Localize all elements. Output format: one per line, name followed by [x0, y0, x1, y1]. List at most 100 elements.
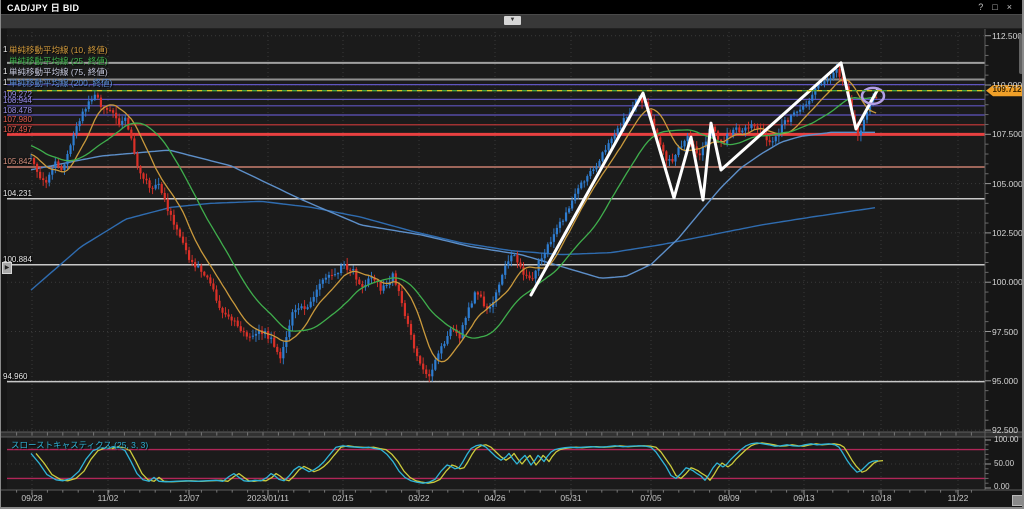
candle-body [792, 112, 796, 116]
candle-body [282, 346, 285, 359]
candle-body [273, 337, 276, 347]
candle-body [443, 343, 446, 347]
candle-body [856, 122, 859, 136]
toolbar-collapse-button[interactable]: ▼ [504, 16, 521, 25]
candle-body [592, 169, 595, 172]
candle-body [701, 146, 704, 156]
candle-body [87, 101, 90, 110]
candle-body [482, 296, 486, 307]
close-icon[interactable]: × [1006, 2, 1012, 12]
candle-body [212, 283, 215, 290]
candle-body [750, 124, 753, 129]
candle-body [136, 153, 139, 167]
candle-body [330, 274, 334, 276]
candle-body [586, 176, 589, 182]
ellipse-annotation [860, 86, 886, 106]
candle-body [473, 292, 476, 304]
candle-body [865, 111, 869, 120]
candle-body [580, 182, 583, 189]
candle-body [312, 296, 315, 302]
candle-body [318, 283, 321, 290]
candle-body [698, 153, 701, 156]
candle-body [719, 139, 723, 142]
candle-body [528, 275, 531, 279]
ma200-line [30, 200, 876, 291]
candle-body [640, 98, 644, 103]
candle-body [346, 263, 349, 270]
candle-body [668, 158, 671, 161]
candle-body [361, 284, 364, 288]
candle-body [564, 212, 568, 221]
candle-body [589, 171, 592, 177]
candle-body [81, 111, 84, 122]
candle-body [142, 173, 145, 179]
candle-body [826, 80, 829, 82]
help-icon[interactable]: ? [978, 2, 984, 12]
candle-body [251, 335, 255, 337]
candle-body [339, 265, 343, 274]
candle-body [501, 274, 504, 285]
candle-body [175, 224, 179, 230]
candle-body [133, 138, 136, 154]
candle-body [677, 147, 680, 155]
candle-body [735, 127, 738, 130]
stochastic-indicator-label: スローストキャスティクス (25, 3, 3) [11, 440, 149, 450]
candle-body [209, 277, 212, 284]
candle-body [485, 306, 489, 309]
candle-body [686, 136, 689, 141]
candle-body [45, 180, 48, 183]
candle-body [306, 307, 309, 309]
candle-body [765, 135, 768, 141]
candle-body [145, 178, 148, 181]
candle-body [239, 326, 242, 332]
candle-body [814, 88, 817, 95]
current-price-badge-shape [986, 85, 1022, 97]
trend-line [529, 61, 880, 297]
candle-body [163, 192, 166, 200]
candle-body [367, 278, 370, 286]
candle-body [288, 325, 291, 338]
candle-body [571, 200, 574, 209]
candle-body [476, 292, 479, 295]
candle-body [285, 337, 288, 347]
candle-body [32, 158, 36, 164]
candle-body [567, 208, 571, 213]
candle-body [157, 184, 160, 186]
candle-body [537, 260, 540, 271]
candle-body [321, 279, 324, 284]
candle-body [820, 83, 823, 86]
left-edge-marker-button[interactable]: ▶ [2, 262, 12, 274]
candle-body [799, 109, 802, 112]
candle-body [607, 143, 610, 150]
candle-body [835, 69, 838, 73]
candle-body [704, 141, 707, 147]
candle-body [400, 291, 403, 304]
candle-body [60, 166, 63, 170]
title-bar[interactable]: CAD/JPY 日 BID ? □ × [1, 0, 1022, 14]
candle-body [428, 374, 431, 377]
candle-body [683, 140, 686, 147]
candle-body [236, 320, 239, 327]
candle-body [753, 124, 756, 127]
candle-body [248, 336, 251, 338]
candle-body [184, 242, 188, 251]
maximize-icon[interactable]: □ [992, 2, 998, 12]
candle-body [218, 300, 221, 308]
candle-body [151, 187, 154, 189]
candle-body [832, 72, 835, 79]
candle-body [425, 369, 428, 375]
candle-body [315, 289, 318, 297]
candle-body [662, 144, 665, 152]
candle-body [574, 193, 577, 201]
candle-body [385, 284, 388, 286]
right-scrollbar-thumb[interactable] [1019, 34, 1022, 74]
candle-body [397, 284, 400, 292]
candle-body [257, 330, 261, 334]
candle-body [519, 262, 522, 267]
panel-separator [1, 432, 1022, 437]
candle-body [370, 277, 373, 279]
resize-grip[interactable] [1012, 495, 1022, 506]
candle-body [197, 265, 200, 268]
candle-body [713, 126, 717, 132]
candle-body [403, 303, 407, 317]
